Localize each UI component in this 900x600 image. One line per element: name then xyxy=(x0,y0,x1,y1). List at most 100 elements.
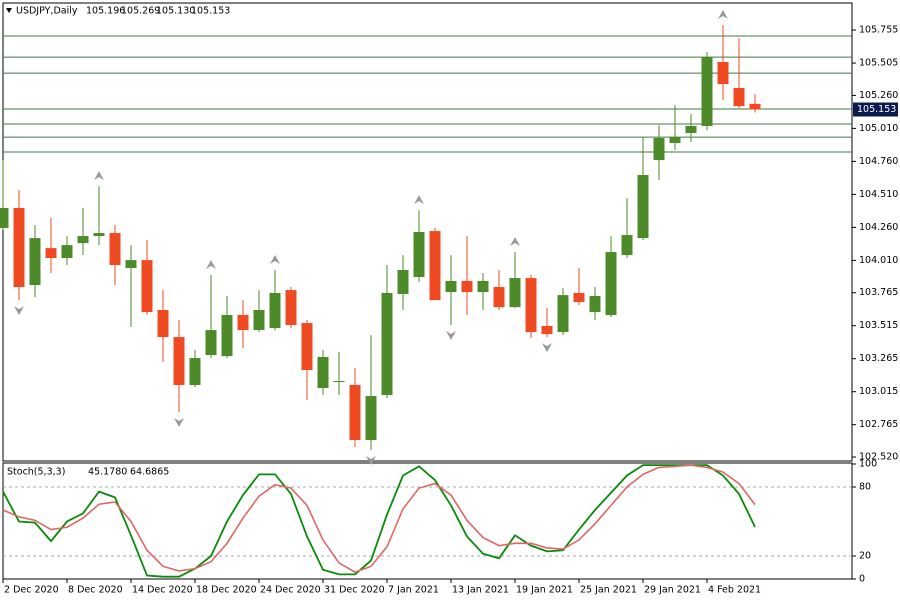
candle-body xyxy=(13,207,25,288)
candle-body xyxy=(717,61,729,85)
x-tick-label: 13 Jan 2021 xyxy=(452,585,509,596)
header-low: 105.130 xyxy=(156,6,195,17)
last-price-label: 105.153 xyxy=(857,104,896,115)
candle-body xyxy=(525,278,537,333)
fractal-down xyxy=(542,343,552,353)
y-tick-label: 104.260 xyxy=(859,222,898,233)
y-tick-label: 105.260 xyxy=(859,90,898,101)
menu-triangle xyxy=(6,8,12,13)
candle-body xyxy=(541,325,553,335)
stoch-line xyxy=(2,464,756,573)
y-tick-label: 104.010 xyxy=(859,255,898,266)
header-open: 105.196 xyxy=(86,6,125,17)
candle-body xyxy=(317,356,329,389)
y-tick-label: 104.760 xyxy=(859,156,898,167)
x-tick-label: 19 Jan 2021 xyxy=(516,585,573,596)
stoch-title: Stoch(5,3,3) xyxy=(7,467,65,478)
stoch-main-value: 45.1780 xyxy=(88,467,127,478)
stoch-line xyxy=(2,464,756,578)
candle-body xyxy=(461,280,473,293)
candle-body xyxy=(301,323,313,371)
y-tick-label: 105.505 xyxy=(859,58,898,69)
candle-body xyxy=(621,235,633,256)
fractal-up xyxy=(206,260,216,270)
candle-body xyxy=(269,292,281,329)
candle-body xyxy=(493,287,505,308)
candle-body xyxy=(749,103,761,110)
candle-body xyxy=(349,384,361,441)
x-tick-label: 24 Dec 2020 xyxy=(260,585,321,596)
candle-body xyxy=(509,278,521,308)
y-tick-label: 104.510 xyxy=(859,189,898,200)
candle-body xyxy=(285,290,297,326)
header-close: 105.153 xyxy=(191,6,230,17)
candle-body xyxy=(413,232,425,278)
fractal-down xyxy=(366,456,376,466)
candle-body xyxy=(221,315,233,357)
y-tick-label: 105.010 xyxy=(859,123,898,134)
candle-body xyxy=(653,138,665,161)
candle-body xyxy=(333,381,345,383)
candle-body xyxy=(93,233,105,237)
fractal-up xyxy=(414,195,424,205)
x-tick-label: 31 Dec 2020 xyxy=(324,585,385,596)
candle-body xyxy=(429,231,441,301)
x-tick-label: 4 Feb 2021 xyxy=(708,585,761,596)
candle-body xyxy=(637,174,649,239)
y-tick-label: 102.520 xyxy=(859,452,898,463)
candle-body xyxy=(0,207,9,229)
candle-body xyxy=(397,270,409,295)
chart-title: USDJPY,Daily xyxy=(16,6,78,17)
candle-body xyxy=(445,280,457,293)
stoch-signal-value: 64.6865 xyxy=(130,467,169,478)
candle-body xyxy=(109,233,121,265)
candle-body xyxy=(589,296,601,312)
candle-body xyxy=(189,358,201,385)
y-tick-label: 80 xyxy=(859,482,871,493)
candle-body xyxy=(685,126,697,134)
fractal-up xyxy=(718,10,728,20)
y-tick-label: 105.755 xyxy=(859,25,898,36)
candle-body xyxy=(669,137,681,144)
x-tick-label: 7 Jan 2021 xyxy=(388,585,439,596)
candle-body xyxy=(157,310,169,338)
candle-body xyxy=(237,315,249,331)
y-tick-label: 0 xyxy=(859,574,865,585)
y-tick-label: 100 xyxy=(859,459,877,470)
candle-body xyxy=(125,260,137,269)
candle-body xyxy=(381,292,393,396)
y-tick-label: 102.765 xyxy=(859,419,898,430)
fractal-up xyxy=(94,171,104,181)
y-tick-label: 20 xyxy=(859,551,871,562)
stoch-panel xyxy=(2,462,853,580)
fractal-down xyxy=(174,418,184,428)
candle-body xyxy=(61,245,73,259)
candle-body xyxy=(573,292,585,303)
candle-body xyxy=(77,236,89,244)
last-price-box xyxy=(853,102,898,117)
candle-body xyxy=(605,252,617,316)
y-tick-label: 103.765 xyxy=(859,287,898,298)
x-tick-label: 8 Dec 2020 xyxy=(68,585,123,596)
main-panel xyxy=(2,2,853,462)
candle-body xyxy=(557,295,569,333)
y-tick-label: 103.515 xyxy=(859,320,898,331)
candle-body xyxy=(29,238,41,286)
candle-body xyxy=(205,330,217,356)
candle-body xyxy=(477,280,489,293)
candle-body xyxy=(253,310,265,331)
candle-body xyxy=(701,57,713,127)
candle-body xyxy=(173,337,185,385)
header-high: 105.269 xyxy=(121,6,160,17)
candle-body xyxy=(45,248,57,259)
candle-body xyxy=(733,88,745,107)
fractal-up xyxy=(510,237,520,247)
x-tick-label: 29 Jan 2021 xyxy=(644,585,701,596)
x-tick-label: 2 Dec 2020 xyxy=(4,585,59,596)
x-tick-label: 14 Dec 2020 xyxy=(132,585,193,596)
fractal-up xyxy=(270,255,280,265)
candle-body xyxy=(141,260,153,312)
fractal-down xyxy=(446,331,456,341)
